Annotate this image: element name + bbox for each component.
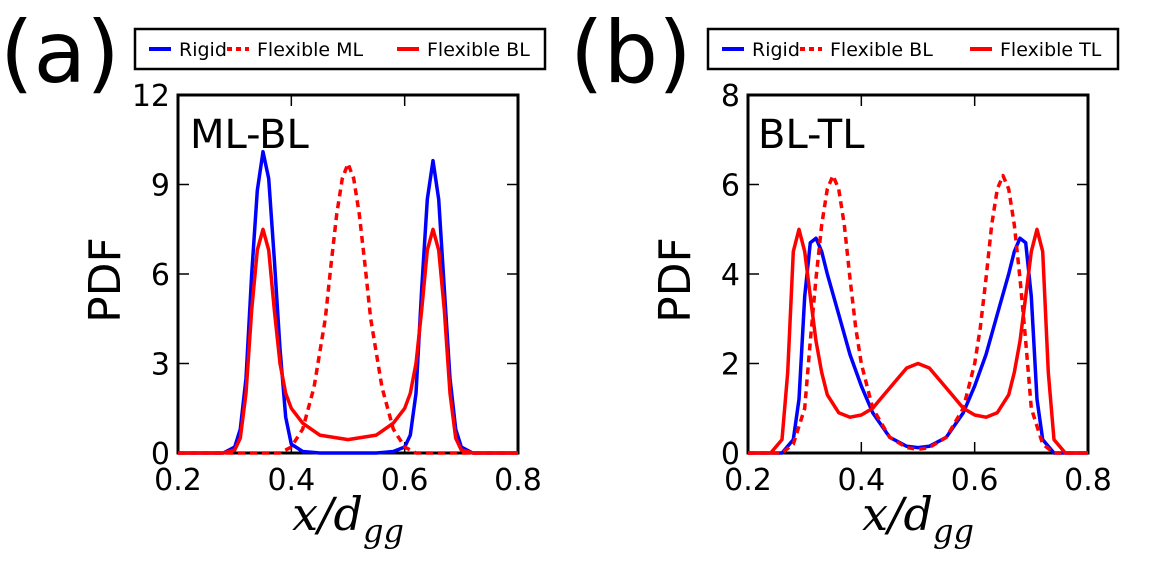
series-line-rigid <box>178 149 518 455</box>
ticks <box>747 94 1089 454</box>
series-line-flexible-bl <box>748 173 1088 455</box>
series-line-flexible-tl <box>748 227 1088 455</box>
legend-label: Rigid <box>752 39 800 61</box>
y-tick-label: 9 <box>151 169 170 204</box>
x-axis-label-main: x/d <box>292 487 363 541</box>
y-axis-label: PDF <box>650 237 701 323</box>
y-tick-label: 2 <box>721 348 740 383</box>
tick-labels: 0.2 0.4 0.6 0.8 0 2 4 6 8 <box>721 79 1112 498</box>
panel-label: (b) <box>570 3 692 103</box>
legend-label: Flexible TL <box>1000 39 1102 61</box>
x-tick-label: 0.8 <box>1064 463 1112 498</box>
legend: Rigid Flexible ML Flexible BL <box>149 39 530 61</box>
x-tick-label: 0.4 <box>837 463 885 498</box>
x-axis-label-main: x/d <box>862 487 933 541</box>
series-line-flexible-ml <box>178 161 518 455</box>
legend-label: Flexible BL <box>427 39 530 61</box>
legend-box <box>133 27 547 71</box>
x-axis-label-subscript: gg <box>933 512 974 550</box>
y-tick-label: 0 <box>151 437 170 472</box>
y-tick-label: 6 <box>721 169 740 204</box>
y-tick-label: 4 <box>721 258 740 293</box>
legend-label: Flexible BL <box>830 39 933 61</box>
panel-a: (a) Rigid Flexible ML Flexible BL 0.2 0.4 0.… <box>0 3 547 550</box>
x-tick-label: 0.4 <box>267 463 315 498</box>
x-axis-label-subscript: gg <box>363 512 404 550</box>
ticks <box>177 94 519 454</box>
x-tick-label: 0.2 <box>154 463 202 498</box>
x-tick-label: 0.8 <box>494 463 542 498</box>
x-tick-label: 0.6 <box>381 463 429 498</box>
y-tick-label: 8 <box>721 79 740 114</box>
x-tick-label: 0.2 <box>724 463 772 498</box>
y-tick-label: 3 <box>151 348 170 383</box>
legend-label: Flexible ML <box>257 39 364 61</box>
series-group <box>748 173 1088 455</box>
legend: Rigid Flexible BL Flexible TL <box>722 39 1102 61</box>
x-axis-label: x/dgg <box>292 487 404 550</box>
legend-box <box>706 27 1120 71</box>
series-group <box>178 149 518 455</box>
panel-annotation: ML-BL <box>190 112 310 158</box>
y-tick-label: 0 <box>721 437 740 472</box>
x-axis-label: x/dgg <box>862 487 974 550</box>
y-axis-label: PDF <box>80 237 131 323</box>
y-tick-label: 6 <box>151 258 170 293</box>
panel-b: (b) Rigid Flexible BL Flexible TL 0.2 0.4 0.… <box>570 3 1120 550</box>
series-line-rigid <box>748 236 1088 455</box>
panel-label: (a) <box>0 3 120 103</box>
series-line-flexible-bl <box>178 227 518 455</box>
panel-annotation: BL-TL <box>758 112 865 158</box>
plot-area <box>176 93 520 455</box>
x-tick-label: 0.6 <box>951 463 999 498</box>
tick-labels: 0.2 0.4 0.6 0.8 0 3 6 9 12 <box>132 79 542 498</box>
legend-label: Rigid <box>179 39 227 61</box>
y-tick-label: 12 <box>132 79 170 114</box>
